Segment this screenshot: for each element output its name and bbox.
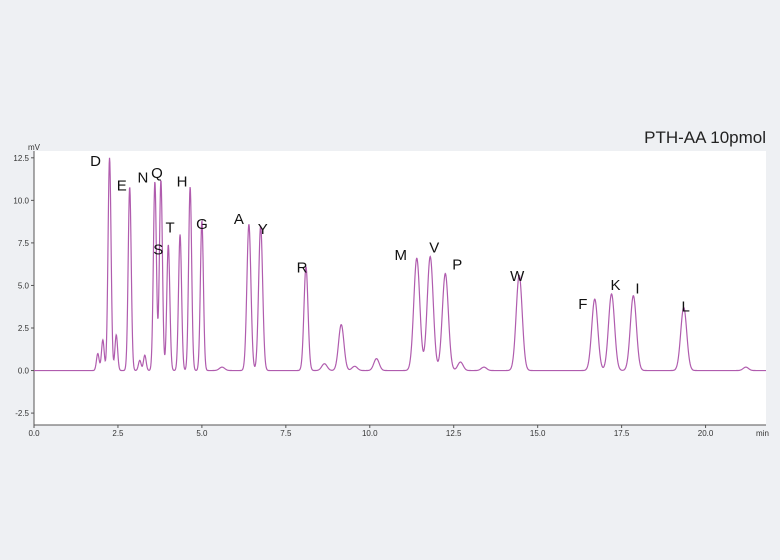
x-tick-label: 10.0 — [362, 429, 378, 438]
peak-label-v: V — [429, 240, 439, 257]
peak-label-m: M — [395, 247, 408, 264]
x-tick-label: 17.5 — [614, 429, 630, 438]
chart-title: PTH-AA 10pmol — [644, 128, 766, 147]
y-axis-unit-label: mV — [28, 143, 41, 152]
peak-label-g: G — [196, 216, 208, 233]
peak-label-w: W — [510, 268, 525, 285]
plot-area — [34, 151, 766, 425]
peak-label-n: N — [137, 170, 148, 187]
peak-label-k: K — [610, 277, 620, 294]
peak-label-e: E — [117, 178, 127, 195]
y-tick-label: -2.5 — [15, 409, 29, 418]
axes — [33, 151, 766, 426]
y-tick-label: 12.5 — [13, 154, 29, 163]
axis-ticks: 0.0 2.5 5.0 7.5 10.0 12.5 15.0 17.5 20.0 -2.5 0.0 2… — [13, 143, 768, 438]
peak-label-f: F — [578, 296, 587, 313]
x-tick-label: 20.0 — [698, 429, 714, 438]
peak-label-t: T — [166, 219, 175, 236]
peak-label-r: R — [297, 260, 308, 277]
x-axis-unit-label: min — [756, 429, 769, 438]
x-tick-label: 7.5 — [280, 429, 292, 438]
y-tick-label: 7.5 — [18, 239, 30, 248]
peak-label-s: S — [153, 242, 163, 259]
peak-label-d: D — [90, 153, 101, 170]
peak-label-i: I — [635, 281, 639, 298]
chromatogram-trace — [34, 157, 766, 372]
peak-label-p: P — [452, 257, 462, 274]
x-tick-label: 2.5 — [112, 429, 124, 438]
peak-label-l: L — [682, 299, 690, 316]
y-tick-label: 0.0 — [18, 367, 30, 376]
x-tick-label: 0.0 — [28, 429, 40, 438]
y-tick-label: 2.5 — [18, 324, 30, 333]
y-tick-label: 10.0 — [13, 196, 29, 205]
x-tick-label: 5.0 — [196, 429, 208, 438]
x-tick-label: 15.0 — [530, 429, 546, 438]
y-tick-label: 5.0 — [18, 281, 30, 290]
peak-label-h: H — [177, 174, 188, 191]
peak-label-a: A — [234, 211, 244, 228]
x-tick-label: 12.5 — [446, 429, 462, 438]
peak-label-y: Y — [258, 221, 268, 238]
peak-label-q: Q — [151, 165, 163, 182]
peak-labels: DE N Q ST H G AY R M VP W F K I L — [90, 153, 690, 316]
